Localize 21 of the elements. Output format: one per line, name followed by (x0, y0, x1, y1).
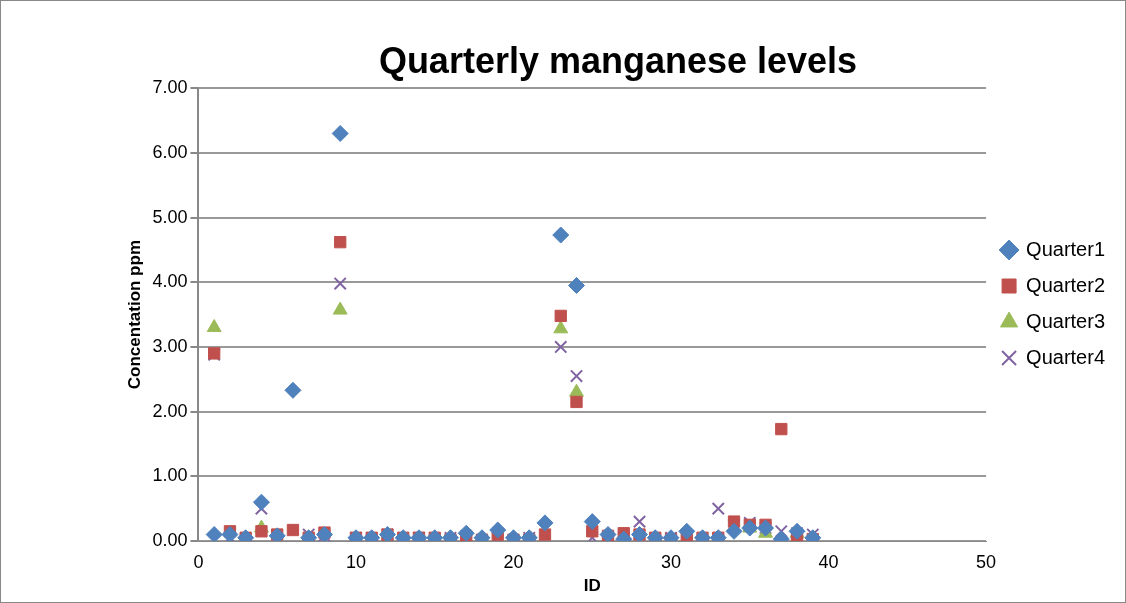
x-axis-title: ID (583, 576, 601, 596)
x-tick-label: 50 (976, 551, 997, 572)
legend-label: Quarter2 (1026, 273, 1106, 296)
y-tick-label: 4.00 (152, 271, 188, 292)
y-tick-label: 0.00 (152, 529, 188, 550)
chart-title: Quarterly manganese levels (378, 39, 858, 81)
y-tick-label: 3.00 (152, 335, 188, 356)
y-tick-label: 1.00 (152, 465, 188, 486)
x-tick-label: 40 (818, 551, 839, 572)
y-tick-label: 6.00 (152, 141, 188, 162)
y-tick-label: 5.00 (152, 206, 188, 227)
x-tick-label: 20 (503, 551, 524, 572)
legend-label: Quarter4 (1026, 345, 1106, 368)
x-tick-label: 10 (345, 551, 366, 572)
y-tick-label: 7.00 (152, 77, 188, 98)
legend-label: Quarter3 (1026, 309, 1106, 332)
y-axis-title: Concentation ppm (124, 239, 144, 390)
y-tick-label: 2.00 (152, 400, 188, 421)
x-tick-label: 30 (661, 551, 682, 572)
legend-label: Quarter1 (1026, 237, 1106, 260)
x-tick-label: 0 (193, 551, 204, 572)
